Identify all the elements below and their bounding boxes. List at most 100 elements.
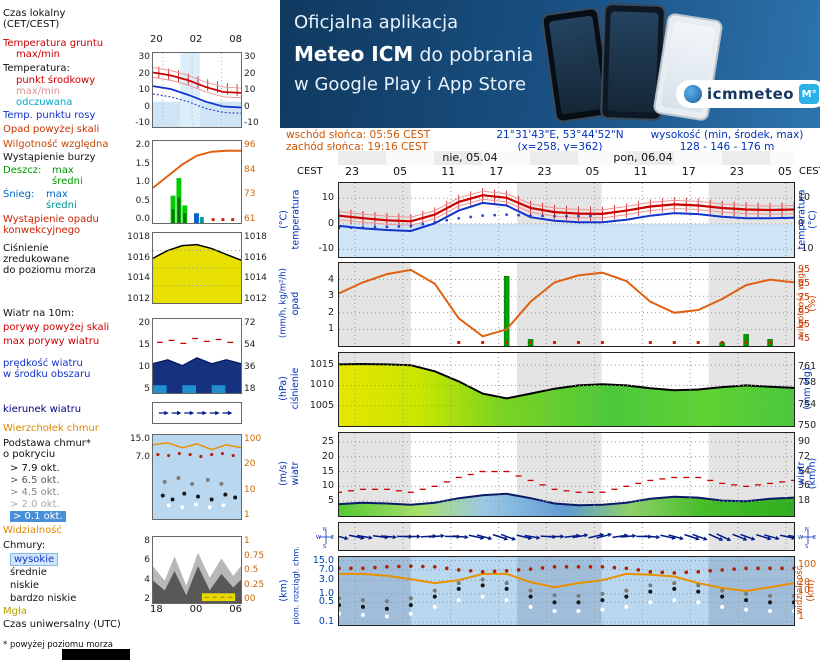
legend-pressure-chart bbox=[152, 232, 242, 304]
day-axis: nie, 05.04 pon, 06.04 bbox=[338, 151, 795, 165]
mini-cloud-axis-right: 100 20 10 1 bbox=[244, 434, 268, 520]
axis-tick-label: 5 bbox=[327, 495, 334, 507]
axis-title-pressure-left: ciśnienie bbox=[290, 367, 301, 410]
axis-unit-wind-left: (m/s) bbox=[278, 461, 289, 486]
legend-snow: Śnieg: bbox=[3, 189, 35, 200]
legend-pressure-1: Ciśnienie bbox=[3, 243, 49, 254]
axis-unit-pressure-left: (hPa) bbox=[278, 376, 289, 401]
legend-okta-3[interactable]: > 2.0 okt. bbox=[10, 499, 60, 510]
axis-tick-label: 761 bbox=[798, 360, 817, 372]
tick-label: 1 bbox=[244, 536, 250, 546]
mini-pressure-axis-left: 1018 1016 1014 1012 bbox=[122, 232, 150, 304]
axis-title-wind-right: wiatr bbox=[796, 461, 807, 486]
legend-cloud-level-low[interactable]: niskie bbox=[10, 580, 40, 591]
mini-visibility-axis-right: 1 0.75 0.5 0.25 00 bbox=[244, 536, 268, 604]
day-label-monday: pon, 06.04 bbox=[613, 151, 673, 164]
tick-label: 84 bbox=[244, 164, 256, 175]
tick-label: 20 bbox=[244, 459, 256, 470]
legend-okta-1[interactable]: > 6.5 okt. bbox=[10, 475, 60, 486]
tick-label: 8 bbox=[144, 536, 150, 546]
tick-label: 1016 bbox=[127, 252, 150, 263]
legend-cloud-level-mid[interactable]: średnie bbox=[10, 567, 47, 578]
tick-label: 0 bbox=[144, 101, 150, 112]
grid-point: (x=258, y=362) bbox=[517, 141, 603, 153]
banner-line-2: Meteo ICM do pobrania bbox=[294, 42, 533, 66]
mini-temp-axis-left: 30 20 10 0 -10 bbox=[126, 52, 150, 128]
tick-label: 0.5 bbox=[244, 565, 259, 575]
tick-label: 61 bbox=[244, 213, 256, 224]
compass-icon: N W E S bbox=[798, 527, 816, 548]
legend-rain-max: max bbox=[52, 165, 74, 176]
legend-clouds: Chmury: bbox=[3, 540, 46, 551]
icmmeteo-logo[interactable]: icmmeteo M° bbox=[676, 80, 820, 108]
legend-cloud-top: Wierzchołek chmur bbox=[3, 423, 99, 434]
legend-cloud-base-2: o pokryciu bbox=[3, 449, 56, 460]
legend-rain-mean: średni bbox=[52, 176, 83, 187]
legend-wind-dir: kierunek wiatru bbox=[3, 404, 82, 415]
temp-axis-left: 10 0 -10 bbox=[300, 182, 335, 258]
axis-tick-label: 15.0 bbox=[312, 554, 334, 566]
mini-cloud-axis-left: 15.0 7.0 bbox=[126, 434, 150, 462]
legend-okta-2[interactable]: > 4.5 okt. bbox=[10, 487, 60, 498]
tick-label: 36 bbox=[244, 362, 256, 372]
tick-label: 4 bbox=[144, 574, 150, 585]
legend-ground-temp: Temperatura gruntu bbox=[3, 38, 104, 49]
axis-tick-label: 1 bbox=[327, 323, 334, 335]
legend-cloud-level-high-selected[interactable]: wysokie bbox=[10, 553, 59, 566]
legend-wind-speed-2: w środku obszaru bbox=[3, 369, 91, 380]
tick-label: 30 bbox=[244, 52, 256, 62]
legend-precip-over: Opad powyżej skali bbox=[3, 124, 100, 135]
legend-cloud-level-verylow[interactable]: bardzo niskie bbox=[10, 593, 77, 604]
tick-label: 1.0 bbox=[135, 177, 150, 187]
axis-tick-label: 65 bbox=[798, 305, 811, 317]
legend-wind-speed-1: prędkość wiatru bbox=[3, 358, 83, 369]
tick-label: 1018 bbox=[127, 232, 150, 242]
legend-temperature-chart bbox=[152, 52, 242, 128]
legend-wind-direction-strip bbox=[152, 402, 242, 424]
axis-tick-label: 15 bbox=[321, 465, 334, 477]
tick-label: 5 bbox=[144, 384, 150, 394]
app-promo-banner[interactable]: Oficjalna aplikacja Meteo ICM do pobrani… bbox=[280, 0, 820, 128]
tick-label: 02 bbox=[189, 34, 203, 45]
coordinates: 21°31'43"E, 53°44'52"N bbox=[496, 129, 624, 141]
hour-tick-label: 23 bbox=[537, 165, 552, 178]
axis-tick-label: 10 bbox=[798, 192, 811, 204]
tick-label: 73 bbox=[244, 189, 256, 200]
axis-tick-label: 1010 bbox=[309, 379, 334, 391]
logo-text: icmmeteo bbox=[707, 85, 795, 103]
legend-okta-0[interactable]: > 7.9 okt. bbox=[10, 463, 60, 474]
wind-axis-left: 25 20 15 10 5 bbox=[300, 432, 335, 517]
svg-text:W: W bbox=[316, 535, 321, 541]
axis-tick-label: 3 bbox=[327, 290, 334, 302]
legend-precip-chart bbox=[152, 140, 242, 224]
tick-label: 10 bbox=[138, 362, 150, 372]
axis-tick-label: 85 bbox=[798, 277, 811, 289]
axis-unit-visibility-right: (km) bbox=[805, 579, 817, 602]
temp-axis-right: 10 0 -10 bbox=[798, 182, 820, 258]
axis-title-temperature-right: temperatura bbox=[796, 189, 808, 250]
axis-unit-wind-right: (km/h) bbox=[807, 457, 818, 490]
svg-text:S: S bbox=[323, 544, 326, 548]
legend-okta-4-selected[interactable]: > 0.1 okt. bbox=[10, 511, 66, 522]
axis-unit-pressure-right: (mm Hg) bbox=[802, 367, 813, 410]
axis-unit-humidity-right: (%) bbox=[807, 295, 818, 312]
visibility-axis-right: 100 20 10 1 bbox=[798, 556, 820, 626]
hour-tick-label: 05 bbox=[393, 165, 408, 178]
cloud-visibility-chart bbox=[338, 556, 795, 626]
legend-temp-dew: Temp. punktu rosy bbox=[3, 110, 96, 121]
pressure-axis-right-mmhg: 761 758 754 750 bbox=[798, 352, 820, 431]
sunset-time: zachód słońca: 19:16 CEST bbox=[286, 141, 429, 153]
tick-label: 20 bbox=[244, 68, 256, 79]
tick-label: 96 bbox=[244, 140, 256, 150]
axis-tick-label: 3.0 bbox=[318, 574, 334, 586]
tick-label: 1018 bbox=[244, 232, 267, 242]
mini-wind-axis-left: 20 15 10 5 bbox=[126, 318, 150, 394]
precipitation-humidity-chart bbox=[338, 262, 795, 347]
tick-label: 15.0 bbox=[129, 434, 150, 444]
axis-tick-label: 0.1 bbox=[318, 616, 334, 628]
tick-label: 1.5 bbox=[135, 158, 150, 169]
tick-label: 20 bbox=[150, 34, 163, 45]
axis-tick-label: 758 bbox=[798, 377, 817, 388]
legend-temperature: Temperatura: bbox=[3, 63, 70, 74]
